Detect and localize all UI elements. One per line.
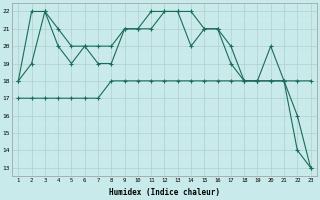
- X-axis label: Humidex (Indice chaleur): Humidex (Indice chaleur): [109, 188, 220, 197]
